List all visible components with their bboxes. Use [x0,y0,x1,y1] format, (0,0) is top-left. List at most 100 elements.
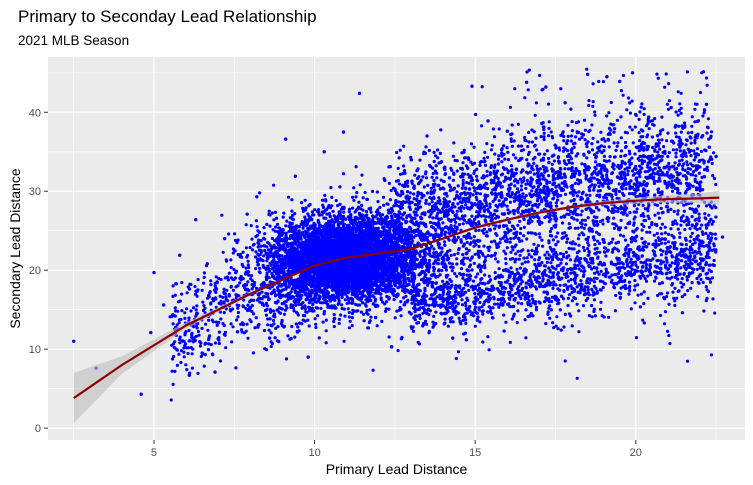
scatter-point [340,295,344,299]
scatter-point [480,85,484,89]
scatter-point [360,249,364,253]
scatter-point [710,248,714,252]
scatter-point [441,279,445,283]
scatter-point [619,89,624,93]
scatter-point [658,147,662,151]
scatter-point [341,214,345,218]
scatter-point [406,272,410,276]
scatter-point [333,298,337,302]
scatter-point [265,259,269,263]
scatter-point [443,230,448,234]
scatter-point [256,229,260,233]
scatter-point [348,207,352,211]
scatter-point [683,227,687,232]
scatter-point [656,211,660,215]
scatter-point [330,238,334,243]
scatter-point [577,233,581,237]
scatter-point [287,229,291,233]
scatter-point [402,296,406,300]
scatter-point [379,298,383,302]
scatter-point [365,263,369,267]
scatter-point [383,302,387,306]
scatter-point [332,324,336,329]
scatter-point [327,211,332,216]
scatter-point [395,295,399,299]
scatter-point [250,237,254,241]
scatter-point [268,224,272,228]
scatter-point [348,319,352,323]
scatter-point [291,306,295,310]
scatter-point [347,210,351,214]
scatter-point [450,262,454,266]
scatter-point [640,236,644,241]
scatter-point [432,262,436,266]
scatter-point [403,263,408,267]
scatter-point [307,204,311,208]
scatter-point [493,152,497,156]
scatter-point [386,244,390,248]
scatter-point [404,294,408,298]
scatter-point [404,258,408,262]
scatter-point [276,230,280,234]
scatter-point [537,232,542,236]
scatter-point [256,252,260,256]
scatter-point [691,184,695,188]
scatter-point [231,251,235,255]
scatter-point [547,253,551,257]
scatter-point [384,255,388,259]
scatter-point [312,221,316,225]
scatter-point [272,183,276,187]
scatter-point [351,308,355,312]
scatter-point [261,259,265,263]
scatter-point [580,162,584,166]
scatter-point [601,80,606,84]
scatter-point [382,225,386,229]
scatter-point [391,292,395,296]
scatter-point [347,298,351,302]
scatter-point [313,208,317,212]
scatter-point [395,268,399,272]
scatter-point [340,236,344,240]
scatter-point [367,320,371,325]
scatter-point [264,291,268,295]
scatter-point [319,306,323,310]
scatter-point [375,240,380,244]
scatter-point [367,217,371,221]
scatter-point [332,319,336,324]
scatter-point [349,296,353,300]
scatter-point [321,203,325,207]
scatter-point [637,131,641,135]
scatter-point [387,335,391,339]
scatter-point [396,348,400,353]
scatter-point [258,191,262,195]
scatter-point [361,312,366,316]
scatter-point [303,235,307,239]
scatter-point [340,253,344,258]
scatter-point [628,111,633,115]
scatter-point [254,219,258,223]
scatter-point [582,152,586,156]
scatter-point [328,215,332,219]
scatter-point [399,314,403,318]
scatter-point [360,203,364,207]
scatter-point [359,310,363,314]
scatter-point [261,263,265,268]
scatter-point [406,298,410,302]
scatter-point [396,286,400,290]
scatter-point [307,290,311,294]
scatter-point [316,314,320,318]
scatter-point [235,241,239,245]
scatter-point [337,301,341,305]
scatter-point [337,317,341,321]
scatter-point [328,206,333,210]
scatter-point [334,199,338,203]
scatter-point [613,127,617,131]
scatter-point [323,223,327,227]
scatter-point [255,260,259,264]
scatter-point [345,265,349,269]
scatter-point [347,310,351,315]
scatter-point [310,210,314,214]
scatter-point [244,246,248,250]
scatter-point [284,250,288,254]
